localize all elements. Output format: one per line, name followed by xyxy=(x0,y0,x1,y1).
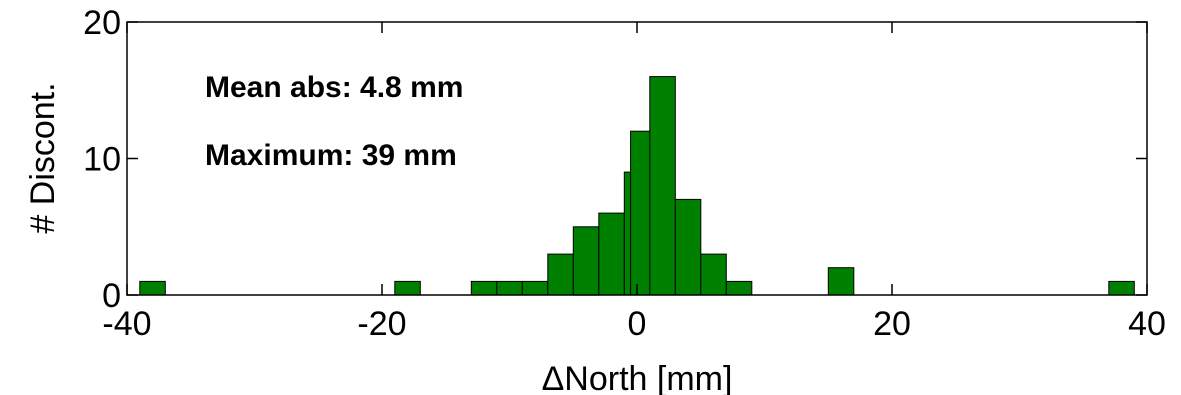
x-axis-label: ΔNorth [mm] xyxy=(542,360,733,395)
histogram-bar xyxy=(394,280,421,296)
y-axis-label: # Discont. xyxy=(24,82,62,233)
histogram-bar xyxy=(598,212,625,296)
histogram-bar xyxy=(572,226,600,296)
histogram-bar xyxy=(496,280,523,296)
x-tick-label: 0 xyxy=(628,305,647,343)
annotation-mean-abs: Mean abs: 4.8 mm xyxy=(205,71,463,104)
x-tick-label: -20 xyxy=(357,305,406,343)
ticks-group xyxy=(126,21,1148,296)
annotation-maximum: Maximum: 39 mm xyxy=(205,139,457,172)
bars-group xyxy=(139,76,1135,296)
histogram-bar xyxy=(725,280,753,296)
histogram-bar xyxy=(700,253,727,296)
x-tick-label: -40 xyxy=(102,305,151,343)
histogram-bar xyxy=(1108,280,1135,296)
histogram-bar xyxy=(139,280,166,296)
histogram-bar xyxy=(521,280,549,296)
tick-labels-group: -40 -20 0 20 40 0 10 20 xyxy=(83,4,1166,343)
histogram-bar xyxy=(547,253,574,296)
histogram-bar xyxy=(470,280,498,296)
histogram-bar xyxy=(649,76,676,296)
histogram-bar xyxy=(827,267,855,296)
x-tick-label: 20 xyxy=(873,305,911,343)
y-tick-label: 20 xyxy=(83,4,121,42)
y-tick-label: 10 xyxy=(83,141,121,179)
y-tick-label: 0 xyxy=(102,277,121,315)
x-tick-label: 40 xyxy=(1128,305,1166,343)
histogram-bar xyxy=(674,198,702,296)
